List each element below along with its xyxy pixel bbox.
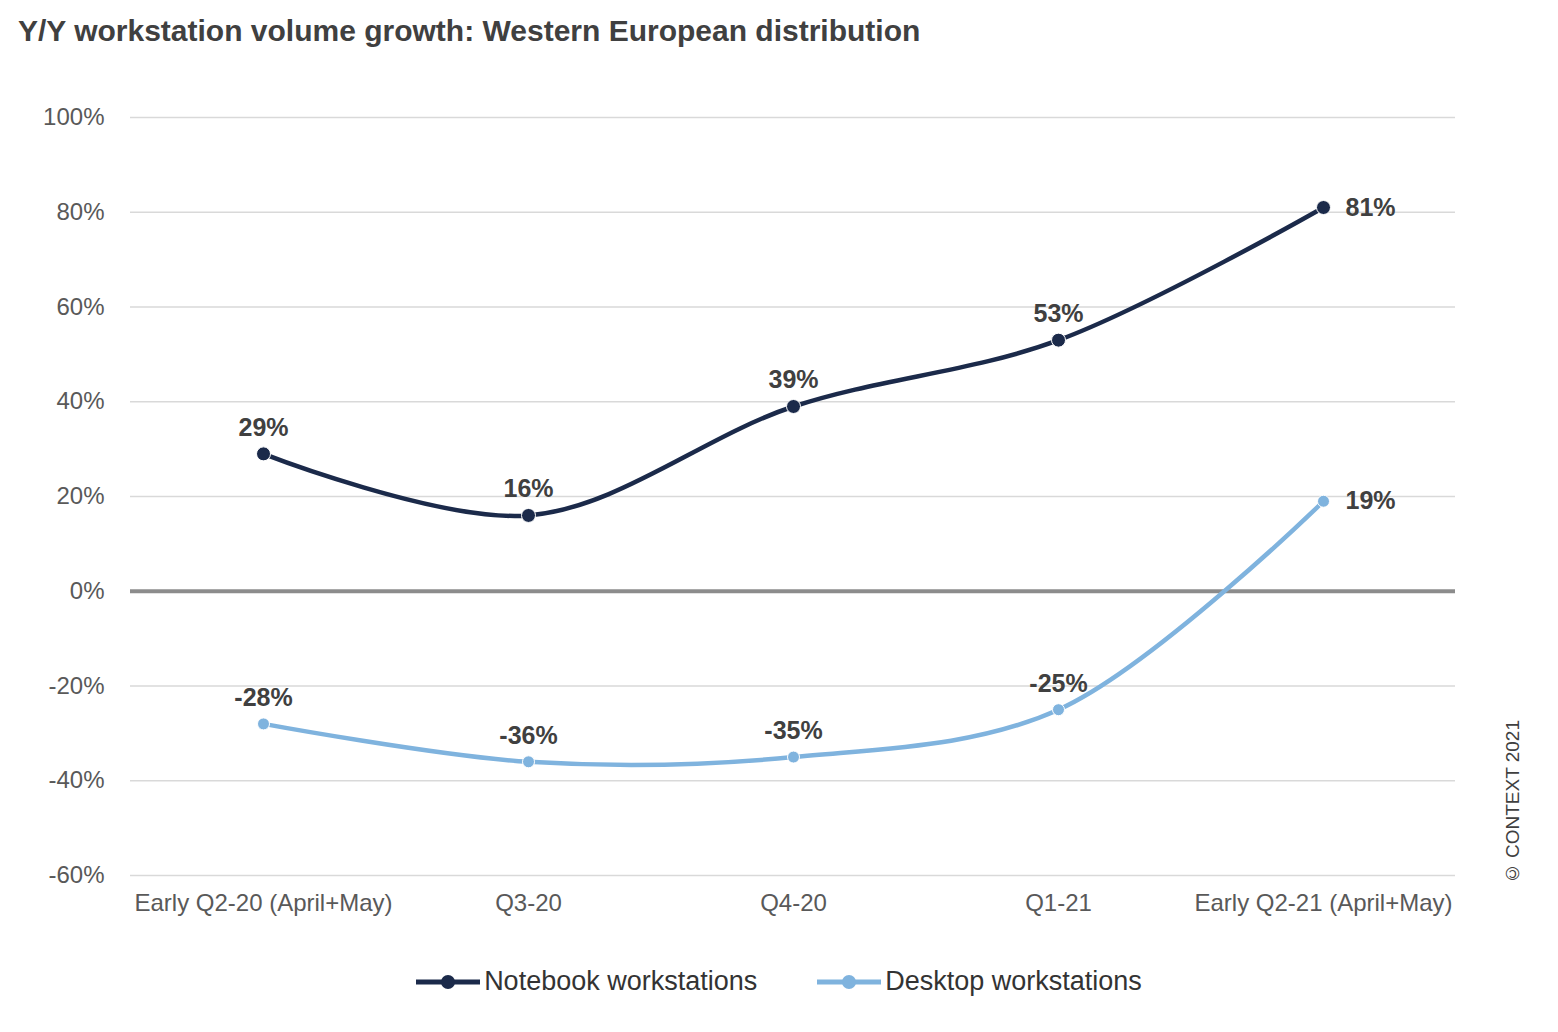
svg-text:-60%: -60% — [48, 861, 104, 888]
svg-text:53%: 53% — [1033, 299, 1083, 327]
html-text:Y/Y workstation volume growth:: Y/Y workstation volume growth: Western E… — [18, 14, 921, 47]
svg-text:Early Q2-21 (April+May): Early Q2-21 (April+May) — [1194, 889, 1452, 916]
html-text:Notebook workstations: Notebook workstations — [484, 966, 758, 996]
svg-text:29%: 29% — [238, 413, 288, 441]
svg-text:-28%: -28% — [234, 683, 292, 711]
svg-text:0%: 0% — [70, 577, 105, 604]
svg-text:19%: 19% — [1346, 486, 1396, 514]
svg-text:40%: 40% — [56, 387, 104, 414]
svg-text:20%: 20% — [56, 482, 104, 509]
svg-text:81%: 81% — [1346, 193, 1396, 221]
svg-text:Q4-20: Q4-20 — [760, 889, 827, 916]
svg-text:Q3-20: Q3-20 — [495, 889, 562, 916]
svg-text:Q1-21: Q1-21 — [1025, 889, 1092, 916]
svg-text:-36%: -36% — [499, 721, 557, 749]
svg-text:Early Q2-20 (April+May): Early Q2-20 (April+May) — [134, 889, 392, 916]
svg-text:39%: 39% — [768, 365, 818, 393]
svg-text:60%: 60% — [56, 293, 104, 320]
svg-text:16%: 16% — [503, 474, 553, 502]
svg-text:-40%: -40% — [48, 766, 104, 793]
svg-text:-25%: -25% — [1029, 669, 1087, 697]
svg-text:-35%: -35% — [764, 716, 822, 744]
svg-text:-20%: -20% — [48, 672, 104, 699]
html-text:© CONTEXT 2021: © CONTEXT 2021 — [1502, 720, 1523, 885]
svg-text:80%: 80% — [56, 198, 104, 225]
html-text:Desktop workstations: Desktop workstations — [885, 966, 1142, 996]
svg-text:100%: 100% — [43, 103, 104, 130]
